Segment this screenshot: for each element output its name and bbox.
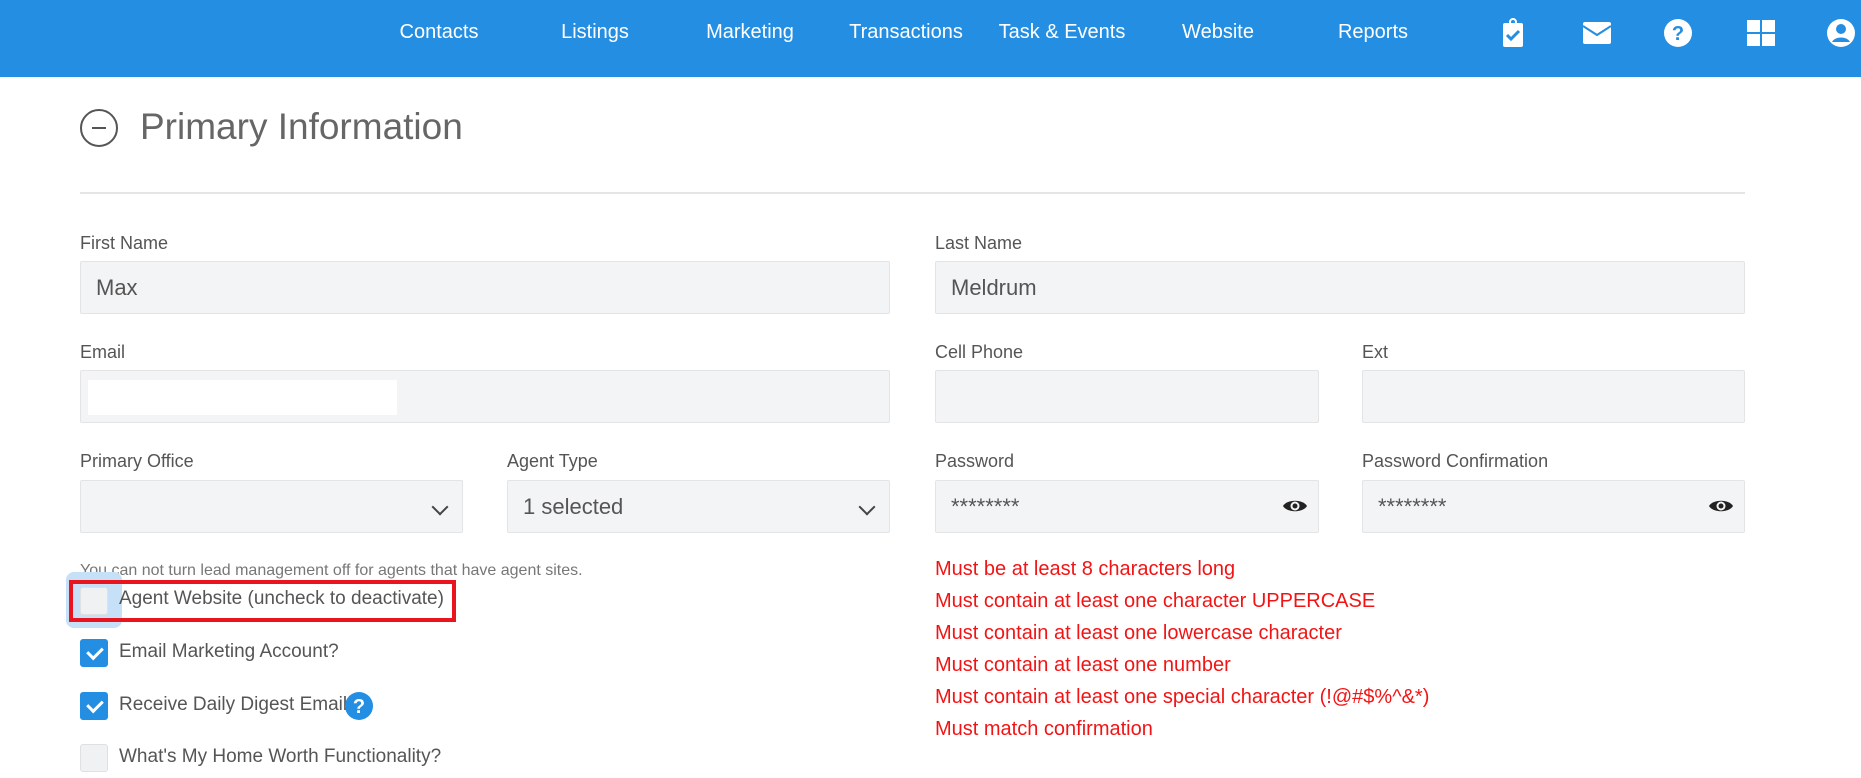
- svg-text:?: ?: [1672, 23, 1684, 45]
- chevron-down-icon: [858, 498, 876, 516]
- daily-digest-checkbox[interactable]: [80, 692, 108, 720]
- nav-website[interactable]: Website: [1182, 21, 1254, 43]
- nav-transactions[interactable]: Transactions: [849, 21, 963, 43]
- agent-type-label: Agent Type: [507, 451, 598, 471]
- cell-phone-label: Cell Phone: [935, 342, 1024, 362]
- section-title: Primary Information: [140, 106, 463, 147]
- first-name-input[interactable]: Max: [80, 261, 890, 314]
- agent-website-checkbox[interactable]: [80, 587, 108, 615]
- last-name-label: Last Name: [935, 233, 1023, 253]
- question-circle-icon[interactable]: ?: [1663, 18, 1693, 48]
- clipboard-check-icon[interactable]: [1498, 18, 1528, 48]
- home-worth-checkbox[interactable]: [80, 744, 108, 772]
- lead-management-note: You can not turn lead management off for…: [80, 562, 583, 579]
- grid-icon[interactable]: [1746, 18, 1776, 48]
- collapse-section-button[interactable]: [80, 109, 118, 147]
- help-icon[interactable]: ?: [345, 692, 373, 720]
- eye-icon[interactable]: [1708, 496, 1734, 516]
- nav-contacts[interactable]: Contacts: [399, 21, 479, 43]
- password-rule: Must contain at least one special charac…: [935, 686, 1430, 708]
- divider: [80, 192, 1745, 194]
- daily-digest-label: Receive Daily Digest Email: [119, 694, 348, 715]
- cell-phone-input[interactable]: [935, 370, 1319, 423]
- redacted-email: [88, 380, 397, 415]
- highlight-box: [69, 580, 456, 622]
- user-circle-icon[interactable]: [1826, 18, 1856, 48]
- password-value: ********: [951, 494, 1020, 519]
- home-worth-label: What's My Home Worth Functionality?: [119, 746, 442, 767]
- envelope-icon[interactable]: [1582, 18, 1612, 48]
- password-rule: Must contain at least one character UPPE…: [935, 590, 1376, 612]
- password-rule: Must contain at least one lowercase char…: [935, 622, 1342, 644]
- email-label: Email: [80, 342, 126, 362]
- svg-text:?: ?: [353, 696, 365, 718]
- password-confirmation-label: Password Confirmation: [1362, 451, 1549, 471]
- email-marketing-checkbox[interactable]: [80, 639, 108, 667]
- password-rule: Must be at least 8 characters long: [935, 558, 1236, 580]
- nav-task-events[interactable]: Task & Events: [998, 21, 1126, 43]
- password-input[interactable]: ********: [935, 480, 1319, 533]
- last-name-input[interactable]: Meldrum: [935, 261, 1745, 314]
- password-confirmation-input[interactable]: ********: [1362, 480, 1745, 533]
- top-nav: Contacts Listings Marketing Transactions…: [0, 0, 1861, 77]
- eye-icon[interactable]: [1282, 496, 1308, 516]
- chevron-down-icon: [431, 498, 449, 516]
- password-confirmation-value: ********: [1378, 494, 1447, 519]
- nav-marketing[interactable]: Marketing: [706, 21, 794, 43]
- agent-type-select[interactable]: 1 selected: [507, 480, 890, 533]
- password-label: Password: [935, 451, 1015, 471]
- password-rule: Must match confirmation: [935, 718, 1153, 740]
- ext-input[interactable]: [1362, 370, 1745, 423]
- email-input[interactable]: [80, 370, 890, 423]
- primary-office-label: Primary Office: [80, 451, 194, 471]
- ext-label: Ext: [1362, 342, 1389, 362]
- password-rule: Must contain at least one number: [935, 654, 1231, 676]
- agent-website-label: Agent Website (uncheck to deactivate): [119, 588, 444, 609]
- email-marketing-label: Email Marketing Account?: [119, 641, 339, 662]
- first-name-label: First Name: [80, 233, 169, 253]
- nav-listings[interactable]: Listings: [561, 21, 629, 43]
- nav-reports[interactable]: Reports: [1337, 21, 1409, 43]
- agent-type-value: 1 selected: [523, 494, 624, 519]
- primary-office-select[interactable]: [80, 480, 463, 533]
